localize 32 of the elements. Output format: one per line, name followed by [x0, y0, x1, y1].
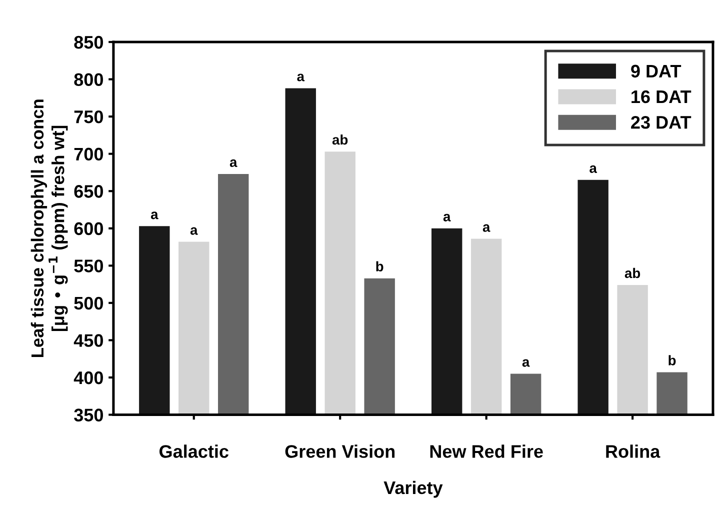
legend-label: 9 DAT: [631, 64, 682, 78]
y-tick-label: 600: [74, 222, 103, 236]
y-tick-label: 450: [74, 334, 103, 347]
annotation: a: [443, 214, 451, 222]
annotation: a: [230, 159, 238, 168]
annotation: ab: [624, 268, 640, 278]
annotation: ab: [332, 134, 348, 145]
y-tick-label: 350: [74, 408, 103, 422]
y-tick-label: 800: [74, 73, 103, 86]
y-axis-title: Leaf tissue chlorophyll a concn [μg • g$^{−1}$ (ppm) fresh wt]: [30, 100, 68, 357]
y-tick-label: 550: [74, 260, 103, 272]
y-tick-label: 850: [74, 36, 103, 49]
annotation: a: [482, 224, 490, 232]
y-tick-label: 500: [74, 296, 103, 310]
annotation: a: [150, 212, 158, 220]
annotation: b: [668, 355, 676, 366]
legend-label: 23 DAT: [631, 116, 692, 129]
annotation: a: [590, 165, 598, 174]
y-tick-label: 650: [74, 185, 103, 198]
annotation: b: [376, 261, 384, 272]
y-tick-label: 700: [74, 148, 103, 161]
x-tick-label: Galactic: [159, 444, 228, 458]
annotation: a: [522, 359, 530, 367]
annotation: a: [297, 74, 305, 82]
x-tick-label: Rolina: [606, 444, 660, 458]
y-tick-label: 400: [74, 371, 103, 384]
x-tick-label: Green Vision: [285, 444, 395, 458]
annotation: a: [190, 227, 198, 235]
y-tick-label: 750: [74, 110, 103, 124]
legend-label: 16 DAT: [632, 90, 692, 104]
x-tick-label: New Red Fire: [430, 444, 543, 458]
x-axis-title: Variety: [384, 480, 443, 498]
